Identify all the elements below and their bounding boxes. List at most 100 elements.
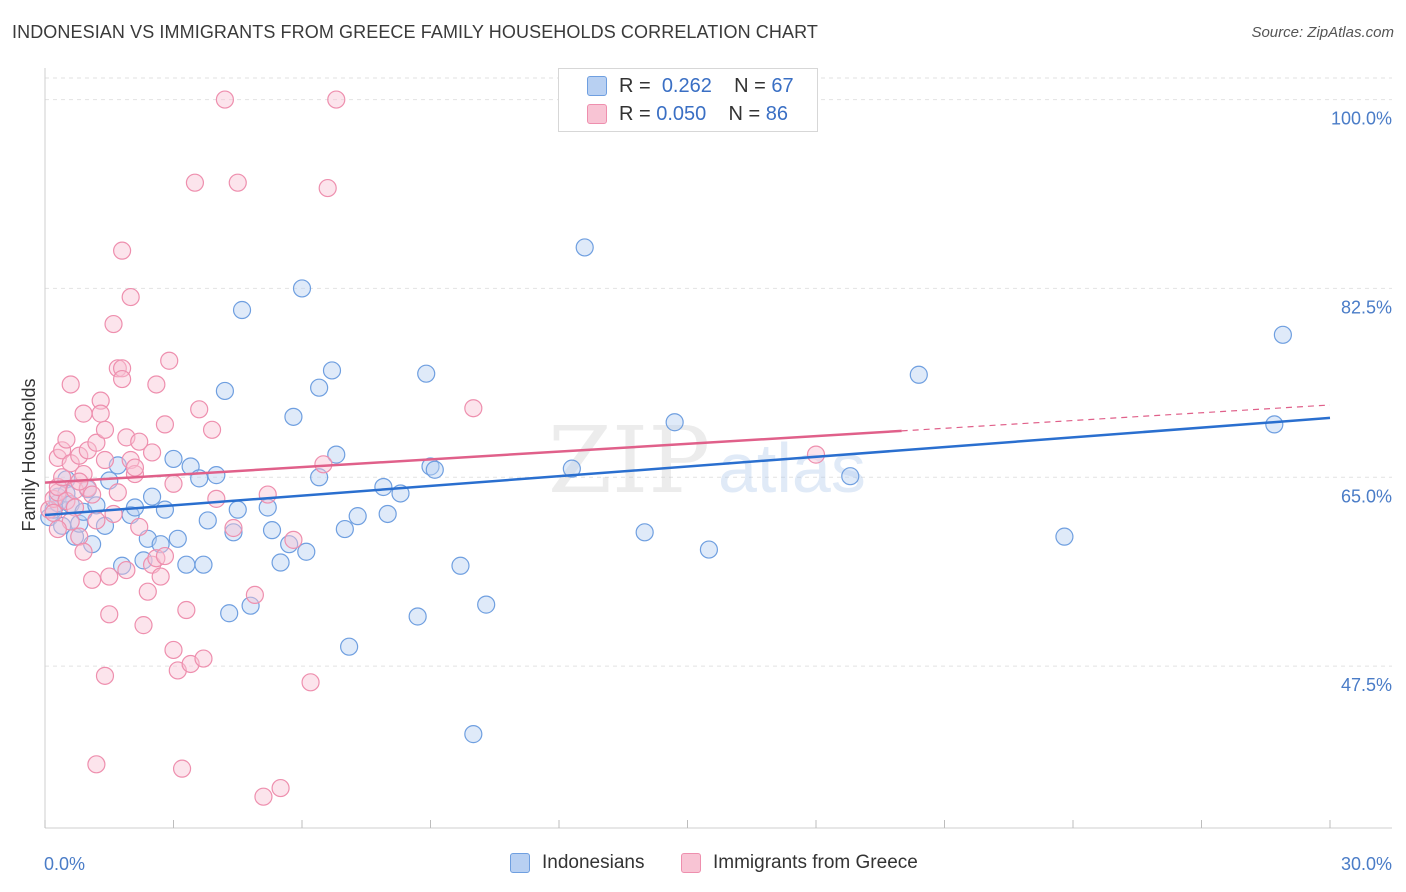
indonesians-point xyxy=(220,604,239,623)
greece-point xyxy=(254,787,273,806)
greece-point xyxy=(147,375,166,394)
greece-point xyxy=(151,567,170,586)
indonesians-point xyxy=(151,535,170,554)
indonesians-point xyxy=(699,540,719,559)
indonesians-point xyxy=(164,449,183,469)
indonesians-point xyxy=(262,521,282,540)
indonesians-point xyxy=(1265,415,1284,434)
indonesians-point xyxy=(292,279,312,298)
legend-n-value: 67 xyxy=(771,74,794,97)
indonesians-point xyxy=(477,595,496,614)
y-axis-title: Family Households xyxy=(19,378,39,531)
indonesians-point xyxy=(1055,527,1074,546)
greece-point xyxy=(258,485,277,504)
greece-point xyxy=(284,530,303,549)
greece-point xyxy=(228,173,247,192)
greece-point xyxy=(125,458,145,477)
greece-point xyxy=(104,314,123,334)
legend-swatch-pink xyxy=(587,104,607,124)
greece-point xyxy=(177,600,196,620)
indonesians-point xyxy=(194,555,213,574)
indonesians-point xyxy=(232,300,252,320)
indonesians-point xyxy=(228,500,247,519)
legend-swatch-blue xyxy=(587,76,607,96)
greece-point xyxy=(95,420,115,439)
indonesians-point xyxy=(241,596,260,615)
greece-point xyxy=(155,415,175,434)
greece-point xyxy=(57,430,76,449)
greece-point xyxy=(202,420,222,439)
x-tick-label: 0.0% xyxy=(44,854,85,874)
chart-title: INDONESIAN VS IMMIGRANTS FROM GREECE FAM… xyxy=(12,22,818,42)
greece-point xyxy=(806,445,826,464)
greece-point xyxy=(112,359,132,378)
greece-point xyxy=(74,404,93,423)
legend-item-indonesians[interactable]: Indonesians xyxy=(510,852,644,874)
y-tick-label: 47.5% xyxy=(1341,675,1392,695)
greece-point xyxy=(48,519,67,539)
legend-item-greece[interactable]: Immigrants from Greece xyxy=(681,852,918,874)
greece-point xyxy=(100,605,119,624)
greece-point xyxy=(61,375,80,394)
greece-point xyxy=(160,351,179,370)
indonesians-point xyxy=(408,607,427,626)
y-tick-label: 65.0% xyxy=(1341,486,1392,506)
greece-point xyxy=(318,178,337,198)
indonesians-point xyxy=(378,504,397,524)
greece-point xyxy=(194,649,213,668)
indonesians-point xyxy=(87,496,106,515)
indonesians-point xyxy=(155,500,175,519)
indonesians-point xyxy=(841,467,860,486)
greece-point xyxy=(53,441,72,460)
greece-point xyxy=(301,673,320,692)
greece-point xyxy=(245,585,264,605)
indonesians-point xyxy=(335,519,354,539)
legend-n-label: N = xyxy=(728,102,761,125)
greece-point xyxy=(83,570,102,589)
greece-point xyxy=(142,443,162,462)
series-legend: Indonesians Immigrants from Greece xyxy=(0,852,1406,878)
indonesians-point xyxy=(284,407,303,426)
greece-point xyxy=(121,287,140,307)
greece-point xyxy=(91,404,110,423)
greece-point xyxy=(464,399,483,418)
greece-point xyxy=(190,400,209,419)
indonesians-trend-line xyxy=(44,416,1331,517)
indonesians-point xyxy=(562,459,581,478)
indonesians-point xyxy=(909,365,928,384)
axes xyxy=(44,68,1392,829)
greece-point xyxy=(130,517,149,537)
legend-r-value: 0.050 xyxy=(656,102,707,125)
indonesians-point xyxy=(348,507,367,526)
greece-point xyxy=(95,666,115,685)
greece-point xyxy=(70,446,89,465)
indonesians-point xyxy=(198,511,217,530)
greece-point xyxy=(134,616,153,635)
indonesians-point xyxy=(142,487,162,506)
trend-lines xyxy=(44,404,1331,517)
legend-label-indonesians: Indonesians xyxy=(542,852,645,873)
legend-swatch-blue xyxy=(510,853,530,873)
legend-swatch-pink xyxy=(681,853,701,873)
indonesians-point xyxy=(310,378,329,397)
grid-lines xyxy=(45,77,1392,667)
greece-point xyxy=(70,527,89,546)
greece-trend-extension xyxy=(901,404,1331,432)
greece-point xyxy=(185,173,205,192)
greece-trend-line xyxy=(44,429,902,484)
greece-point xyxy=(327,90,346,109)
legend-r-label: R = xyxy=(619,102,651,125)
indonesians-point xyxy=(168,529,187,548)
legend-r-value: 0.262 xyxy=(661,74,712,97)
indonesians-point xyxy=(575,238,594,257)
greece-point xyxy=(172,759,192,778)
greece-point xyxy=(164,640,183,660)
greece-point xyxy=(138,582,157,601)
indonesians-point xyxy=(340,637,359,656)
greece-point xyxy=(164,474,183,493)
indonesians-point xyxy=(297,542,316,561)
greece-point xyxy=(87,755,106,774)
indonesians-point xyxy=(224,523,243,542)
greece-point xyxy=(87,511,106,530)
indonesians-point xyxy=(665,413,684,432)
